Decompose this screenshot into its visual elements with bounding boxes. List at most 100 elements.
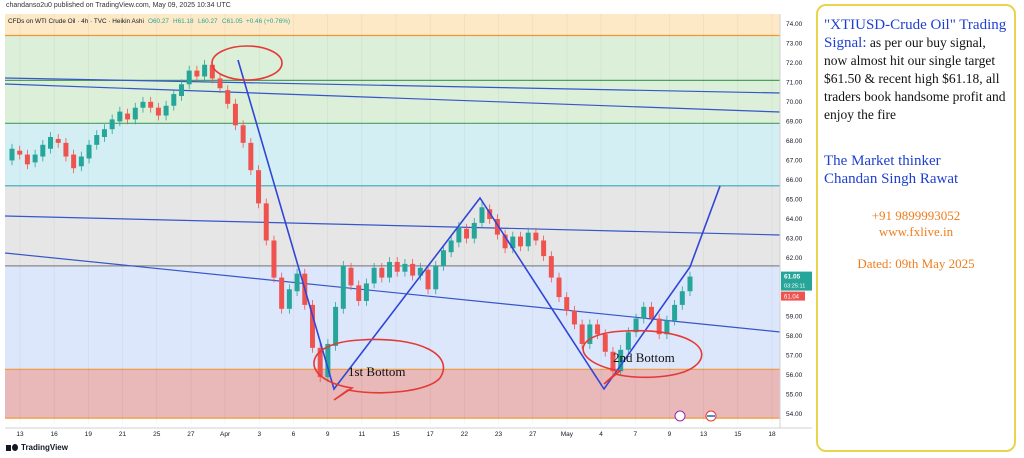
candle-body[interactable]	[279, 277, 285, 309]
candle-body[interactable]	[602, 334, 608, 352]
candle-body[interactable]	[40, 144, 46, 157]
candle-body[interactable]	[672, 304, 678, 321]
candle-body[interactable]	[440, 250, 446, 266]
candle-body[interactable]	[387, 261, 393, 278]
candle-body[interactable]	[86, 144, 92, 159]
candle-body[interactable]	[533, 232, 539, 241]
candle-body[interactable]	[24, 154, 30, 165]
candle-body[interactable]	[433, 265, 439, 290]
candle-body[interactable]	[71, 154, 77, 169]
second-bottom-callout[interactable]	[582, 329, 703, 385]
candle-body[interactable]	[9, 148, 15, 161]
candle-body[interactable]	[348, 267, 354, 286]
candle-body[interactable]	[394, 261, 400, 272]
candle-body[interactable]	[94, 135, 100, 145]
candle-body[interactable]	[286, 289, 292, 309]
candle-body[interactable]	[179, 84, 184, 96]
candle-body[interactable]	[595, 324, 601, 335]
candle-body[interactable]	[148, 101, 154, 108]
candle-body[interactable]	[471, 222, 477, 239]
price-chart[interactable]: 1st Bottom 2nd Bottom 13 16 19 21 25 27 Apr 3 6 9…	[0, 0, 812, 458]
candle-body[interactable]	[309, 304, 315, 348]
event-icon[interactable]	[674, 410, 686, 422]
zigzag-pattern[interactable]	[237, 59, 721, 391]
candle-body[interactable]	[464, 228, 470, 239]
candle-body[interactable]	[510, 236, 516, 249]
candle-body[interactable]	[425, 269, 431, 290]
candle-body[interactable]	[217, 78, 223, 89]
candle-body[interactable]	[232, 103, 238, 126]
candle-body[interactable]	[625, 332, 631, 350]
candle-body[interactable]	[402, 263, 408, 272]
candle-body[interactable]	[363, 283, 369, 301]
candle-body[interactable]	[109, 119, 115, 130]
candle-body[interactable]	[101, 129, 107, 137]
candle-body[interactable]	[494, 219, 500, 235]
candle-body[interactable]	[48, 137, 54, 149]
candle-body[interactable]	[294, 273, 300, 292]
candle-body[interactable]	[579, 324, 585, 344]
candle-body[interactable]	[633, 318, 639, 333]
candle-body[interactable]	[564, 297, 570, 311]
candle-body[interactable]	[479, 207, 485, 223]
candle-body[interactable]	[125, 113, 131, 120]
candle-body[interactable]	[641, 306, 647, 319]
candle-body[interactable]	[186, 70, 192, 85]
candle-body[interactable]	[325, 343, 331, 378]
candle-body[interactable]	[417, 267, 423, 276]
candle-body[interactable]	[209, 64, 215, 79]
candle-body[interactable]	[32, 154, 38, 163]
candle-body[interactable]	[456, 226, 462, 243]
candle-body[interactable]	[194, 70, 200, 77]
candle-body[interactable]	[171, 94, 177, 106]
candle-body[interactable]	[155, 107, 161, 116]
candle-body[interactable]	[610, 351, 616, 372]
candle-body[interactable]	[225, 90, 231, 104]
chart-area[interactable]: 1st Bottom 2nd Bottom 13 16 19 21 25 27 Apr 3 6 9…	[0, 0, 812, 458]
candle-body[interactable]	[548, 256, 554, 278]
candle-body[interactable]	[618, 349, 624, 372]
candle-body[interactable]	[379, 267, 385, 278]
tradingview-brand[interactable]: TradingView	[6, 443, 68, 452]
candle-body[interactable]	[17, 150, 23, 155]
candle-body[interactable]	[78, 156, 84, 167]
candle-body[interactable]	[587, 324, 593, 344]
candle-body[interactable]	[63, 142, 69, 157]
website-link[interactable]: www.fxlive.in	[878, 224, 954, 239]
candle-body[interactable]	[240, 125, 246, 143]
candle-body[interactable]	[664, 320, 670, 335]
candle-body[interactable]	[55, 138, 61, 143]
trend-line-upper-2[interactable]	[4, 83, 781, 113]
top-circle[interactable]	[211, 45, 283, 81]
candle-body[interactable]	[410, 263, 416, 276]
candle-body[interactable]	[140, 101, 146, 108]
candle-body[interactable]	[248, 142, 254, 171]
trend-line-lower[interactable]	[4, 252, 781, 333]
candle-body[interactable]	[132, 107, 138, 120]
candle-body[interactable]	[448, 240, 454, 253]
candle-body[interactable]	[525, 232, 531, 247]
candle-body[interactable]	[356, 285, 362, 301]
trend-line-middle[interactable]	[4, 215, 781, 236]
candle-body[interactable]	[541, 240, 547, 257]
candle-body[interactable]	[117, 111, 123, 122]
candle-body[interactable]	[656, 318, 662, 335]
candle-body[interactable]	[317, 347, 323, 378]
candle-body[interactable]	[648, 306, 654, 319]
candle-body[interactable]	[518, 236, 523, 247]
candle-body[interactable]	[256, 170, 262, 204]
candle-body[interactable]	[371, 267, 377, 284]
trend-line-upper-1[interactable]	[4, 77, 781, 94]
candle-body[interactable]	[340, 265, 346, 309]
first-bottom-callout[interactable]	[313, 338, 445, 401]
candle-body[interactable]	[202, 64, 208, 77]
candle-body[interactable]	[687, 276, 693, 292]
candle-body[interactable]	[163, 105, 169, 116]
candle-body[interactable]	[556, 277, 562, 298]
candle-body[interactable]	[333, 306, 339, 346]
candle-body[interactable]	[571, 310, 577, 325]
candle-body[interactable]	[263, 203, 269, 241]
candle-body[interactable]	[271, 240, 277, 278]
candle-body[interactable]	[502, 234, 508, 249]
candle-body[interactable]	[679, 291, 685, 305]
